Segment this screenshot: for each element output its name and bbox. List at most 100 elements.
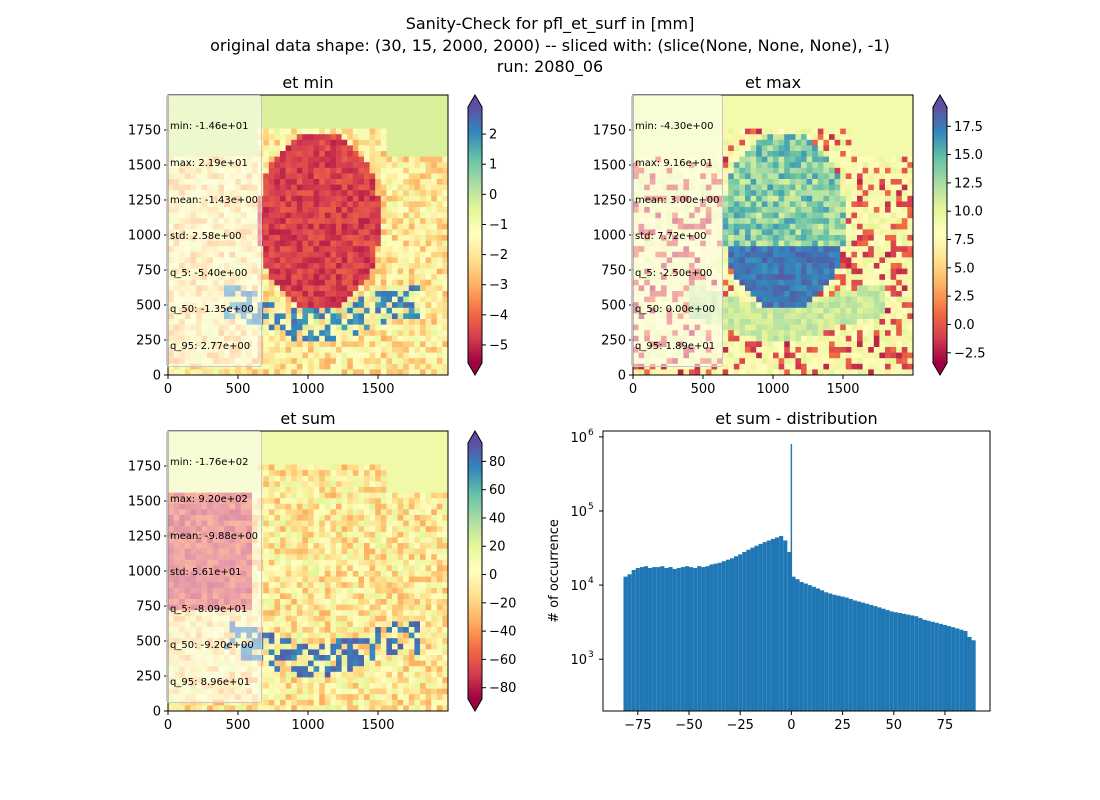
heatmap-cell — [767, 369, 774, 376]
heatmap-cell — [420, 111, 426, 118]
heatmap-cell — [268, 134, 275, 141]
heatmap-cell — [817, 179, 824, 185]
heatmap-cell — [386, 302, 393, 309]
heatmap-cell — [313, 302, 320, 309]
heatmap-cell — [851, 106, 858, 113]
heatmap-cell — [330, 341, 337, 348]
heatmap-cell — [369, 145, 376, 152]
heatmap-cell — [784, 218, 791, 225]
heatmap-cell — [745, 100, 751, 107]
heatmap-cell — [885, 201, 891, 208]
heatmap-cell — [408, 179, 415, 185]
heatmap-cell — [834, 151, 841, 157]
heatmap-cell — [801, 201, 807, 208]
heatmap-cell — [392, 145, 398, 152]
heatmap-cell — [806, 330, 813, 337]
heatmap-cell — [375, 263, 382, 269]
heatmap-cell — [308, 123, 314, 129]
heatmap-cell — [392, 319, 398, 325]
heatmap-cell — [784, 352, 791, 359]
heatmap-cell — [296, 106, 303, 113]
heatmap-cell — [728, 106, 735, 113]
heatmap-cell — [184, 369, 191, 376]
heatmap-cell — [324, 296, 331, 303]
heatmap-cell — [728, 156, 735, 163]
heatmap-cell — [403, 313, 410, 320]
heatmap-cell — [324, 207, 331, 213]
heatmap-cell — [901, 134, 908, 141]
heatmap-cell — [364, 156, 370, 163]
heatmap-cell — [431, 285, 438, 292]
heatmap-cell — [733, 251, 740, 258]
heatmap-cell — [308, 117, 314, 124]
heatmap-cell — [745, 302, 751, 309]
heatmap-cell — [431, 268, 438, 275]
heatmap-cell — [291, 313, 298, 320]
heatmap-cell — [375, 296, 382, 303]
heatmap-cell — [784, 235, 791, 241]
heatmap-cell — [812, 296, 819, 303]
heatmap-cell — [392, 207, 398, 213]
heatmap-cell — [375, 347, 382, 353]
heatmap-cell — [717, 369, 723, 376]
heatmap-cell — [324, 201, 331, 208]
heatmap-cell — [823, 347, 830, 353]
heatmap-cell — [812, 95, 819, 101]
heatmap-cell — [885, 319, 891, 325]
heatmap-cell — [308, 369, 314, 376]
heatmap-cell — [386, 285, 393, 292]
heatmap-cell — [386, 307, 393, 314]
heatmap-cell — [823, 335, 830, 342]
heatmap-cell — [341, 106, 348, 113]
heatmap-cell — [274, 111, 281, 118]
heatmap-cell — [341, 352, 348, 359]
heatmap-cell — [324, 291, 331, 297]
heatmap-cell — [812, 229, 819, 236]
heatmap-cell — [806, 285, 813, 292]
heatmap-cell — [358, 263, 365, 269]
heatmap-cell — [386, 128, 393, 135]
heatmap-cell — [845, 274, 852, 281]
heatmap-cell — [722, 324, 729, 331]
heatmap-cell — [789, 369, 796, 376]
heatmap-cell — [392, 369, 398, 376]
heatmap-cell — [324, 257, 331, 264]
heatmap-cell — [857, 296, 863, 303]
heatmap-cell — [308, 263, 314, 269]
heatmap-cell — [761, 296, 768, 303]
heatmap-cell — [431, 335, 438, 342]
heatmap-cell — [274, 363, 281, 370]
heatmap-cell — [728, 335, 735, 342]
heatmap-cell — [778, 106, 785, 113]
heatmap-cell — [857, 285, 863, 292]
heatmap-cell — [274, 223, 281, 230]
heatmap-cell — [308, 229, 314, 236]
heatmap-cell — [442, 324, 449, 331]
heatmap-cell — [319, 218, 326, 225]
heatmap-cell — [291, 128, 298, 135]
heatmap-cell — [801, 246, 807, 253]
heatmap-cell — [834, 190, 841, 197]
heatmap-cell — [263, 162, 270, 169]
heatmap-cell — [336, 246, 342, 253]
heatmap-cell — [840, 335, 847, 342]
heatmap-cell — [347, 335, 354, 342]
heatmap-cell — [291, 145, 298, 152]
heatmap-cell — [901, 190, 908, 197]
heatmap-cell — [313, 134, 320, 141]
heatmap-cell — [896, 167, 903, 174]
heatmap-cell — [795, 358, 802, 365]
heatmap-cell — [901, 151, 908, 157]
heatmap-cell — [868, 218, 875, 225]
heatmap-cell — [823, 330, 830, 337]
heatmap-cell — [756, 341, 763, 348]
heatmap-cell — [392, 363, 398, 370]
heatmap-cell — [268, 274, 275, 281]
heatmap-cell — [414, 313, 421, 320]
heatmap-cell — [868, 274, 875, 281]
heatmap-cell — [795, 190, 802, 197]
heatmap-cell — [347, 128, 354, 135]
heatmap-cell — [392, 251, 398, 258]
heatmap-cell — [436, 341, 443, 348]
heatmap-cell — [834, 369, 841, 376]
